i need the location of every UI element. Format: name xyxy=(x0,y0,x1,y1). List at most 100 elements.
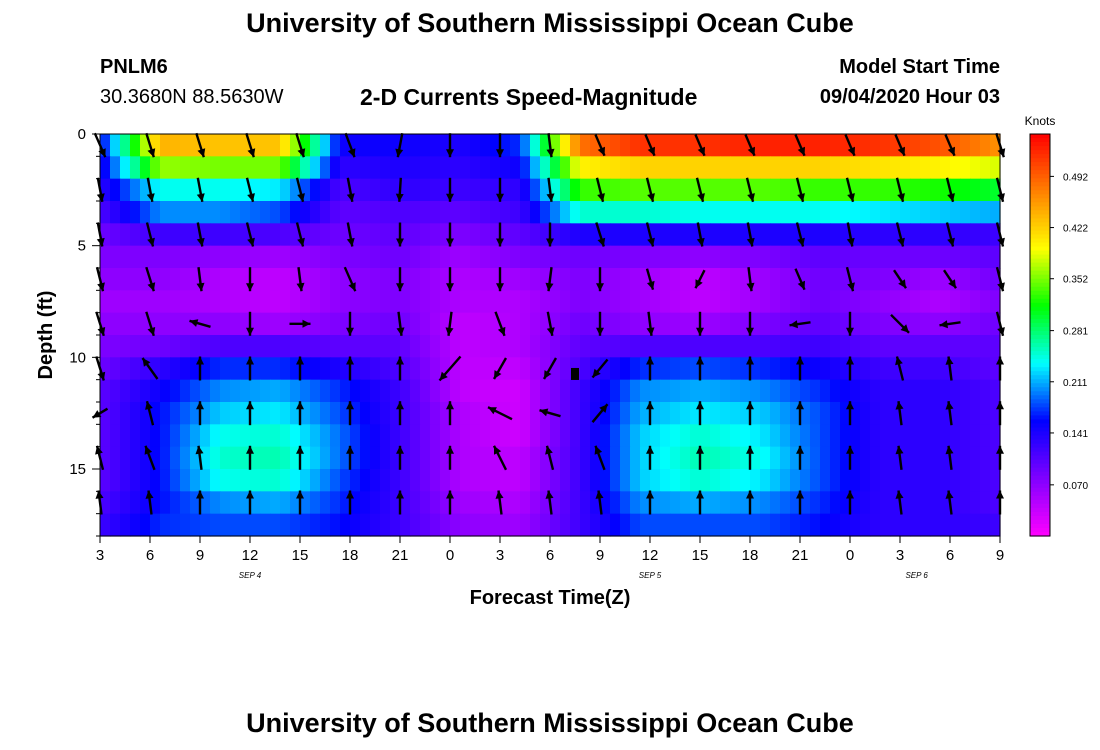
heatmap-cell xyxy=(870,134,881,157)
heatmap-cell xyxy=(160,469,171,492)
heatmap-cell xyxy=(890,379,901,403)
heatmap-cell xyxy=(490,491,501,515)
heatmap-cell xyxy=(370,223,381,247)
heatmap-cell xyxy=(680,357,691,381)
heatmap-cell xyxy=(820,156,831,180)
heatmap-cell xyxy=(430,357,441,381)
heatmap-cell xyxy=(870,156,881,180)
current-vector xyxy=(696,311,704,336)
heatmap-cell xyxy=(420,379,431,403)
heatmap-cell xyxy=(580,156,591,180)
heatmap-cell xyxy=(990,357,1001,381)
heatmap-cell xyxy=(680,268,691,291)
current-vector xyxy=(246,490,254,515)
heatmap-cell xyxy=(870,469,881,492)
heatmap-cell xyxy=(160,268,171,291)
heatmap-cell xyxy=(950,513,961,537)
current-vector xyxy=(545,267,554,292)
heatmap-cell xyxy=(810,491,821,515)
heatmap-cell xyxy=(540,290,551,314)
heatmap-cell xyxy=(420,424,431,448)
heatmap-cell xyxy=(660,134,671,157)
heatmap-cell xyxy=(310,379,321,403)
vector-head xyxy=(945,490,954,499)
heatmap-cell xyxy=(810,156,821,180)
colorbar-segment xyxy=(1030,459,1050,465)
heatmap-cell xyxy=(630,446,641,470)
heatmap-cell xyxy=(700,446,711,470)
heatmap-cell xyxy=(620,290,631,314)
heatmap-cell xyxy=(660,178,671,202)
heatmap-cell xyxy=(620,178,631,202)
heatmap-cell xyxy=(840,223,851,247)
heatmap-cell xyxy=(360,469,371,492)
current-vector xyxy=(495,490,504,515)
vector-head xyxy=(647,146,655,156)
heatmap-cell xyxy=(320,312,331,336)
vector-head xyxy=(796,445,804,454)
heatmap-cell xyxy=(550,357,561,381)
heatmap-cell xyxy=(810,312,821,336)
heatmap-cell xyxy=(970,335,981,358)
heatmap-cell xyxy=(360,156,371,180)
heatmap-cell xyxy=(880,223,891,247)
heatmap-cell xyxy=(670,134,681,157)
x-tick-label: 9 xyxy=(596,547,604,564)
heatmap-cell xyxy=(400,156,411,180)
heatmap-cell xyxy=(800,335,811,358)
heatmap-cell xyxy=(900,134,911,157)
heatmap-cell xyxy=(800,178,811,202)
colorbar-segment xyxy=(1030,419,1050,425)
heatmap-cell xyxy=(720,223,731,247)
heatmap-cell xyxy=(100,223,111,247)
heatmap-cell xyxy=(290,290,301,314)
heatmap-cell xyxy=(540,178,551,202)
heatmap-cell xyxy=(400,223,411,247)
heatmap-cell xyxy=(950,424,961,448)
heatmap-cell xyxy=(980,424,991,448)
heatmap-cell xyxy=(580,178,591,202)
heatmap-cell xyxy=(990,424,1001,448)
heatmap-cell xyxy=(910,357,921,381)
current-vector xyxy=(446,267,454,292)
heatmap-cell xyxy=(320,156,331,180)
heatmap-cell xyxy=(750,290,761,314)
heatmap-cell xyxy=(660,312,671,336)
heatmap-cell xyxy=(200,178,211,202)
heatmap-cell xyxy=(150,156,161,180)
heatmap-cell xyxy=(110,335,121,358)
heatmap-cell xyxy=(130,268,141,291)
heatmap-cell xyxy=(240,491,251,515)
y-tick-label: 10 xyxy=(69,349,86,366)
colorbar-tick-label: 0.211 xyxy=(1063,378,1088,389)
heatmap-cell xyxy=(740,178,751,202)
heatmap-cell xyxy=(340,268,351,291)
heatmap-cell xyxy=(960,245,971,269)
heatmap-cell xyxy=(940,134,951,157)
current-vector xyxy=(246,356,254,381)
heatmap-cell xyxy=(440,134,451,157)
heatmap-cell xyxy=(420,513,431,537)
x-tick-label: 21 xyxy=(792,547,809,564)
heatmap-cell xyxy=(270,290,281,314)
x-tick-label: 3 xyxy=(496,547,504,564)
vector-head xyxy=(596,283,604,292)
colorbar-segment xyxy=(1030,471,1050,477)
heatmap-cell xyxy=(180,178,191,202)
heatmap-cell xyxy=(150,290,161,314)
heatmap-cell xyxy=(440,178,451,202)
heatmap-cell xyxy=(550,513,561,537)
heatmap-cell xyxy=(240,134,251,157)
vector-head xyxy=(396,490,404,499)
heatmap-cell xyxy=(490,424,501,448)
vector-head xyxy=(439,371,448,381)
current-vector xyxy=(446,133,454,158)
heatmap-cell xyxy=(560,357,571,381)
current-vector xyxy=(645,177,655,203)
heatmap-cell xyxy=(470,290,481,314)
heatmap-cell xyxy=(610,424,621,448)
heatmap-cell xyxy=(530,201,541,224)
heatmap-cell xyxy=(350,469,361,492)
vector-head xyxy=(696,490,704,499)
heatmap-cell xyxy=(270,201,281,224)
